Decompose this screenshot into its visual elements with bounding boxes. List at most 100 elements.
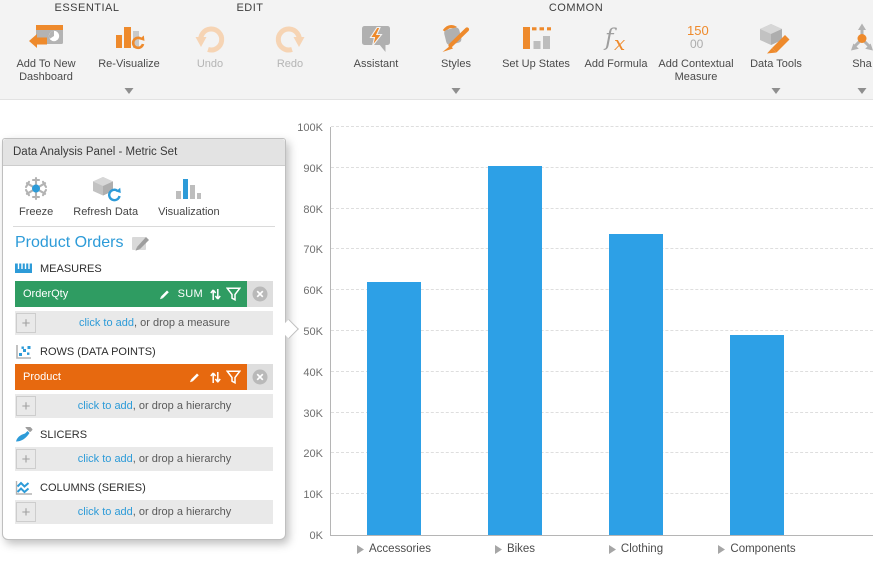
click-to-add-link[interactable]: click to add <box>77 400 133 412</box>
expand-triangle-icon[interactable] <box>494 544 502 554</box>
columns-add-row[interactable]: + click to add, or drop a hierarchy <box>15 500 273 524</box>
section-label: COLUMNS (SERIES) <box>40 481 146 494</box>
add-plus-icon[interactable]: + <box>16 396 36 416</box>
measures-add-row[interactable]: + click to add, or drop a measure <box>15 311 273 335</box>
chart-bar-accessories[interactable] <box>367 282 421 535</box>
close-icon <box>252 369 268 385</box>
slicers-icon <box>15 424 33 443</box>
chart-gridline <box>331 207 873 209</box>
ribbon-button-label: Undo <box>196 58 224 70</box>
set-up-states-button[interactable]: Set Up States <box>496 15 576 99</box>
ribbon-button-label: Data Tools <box>750 58 802 70</box>
chart-gridline <box>331 330 873 331</box>
sort-icon[interactable] <box>208 371 221 384</box>
filter-funnel-icon[interactable] <box>226 370 243 384</box>
refresh-data-button[interactable]: Refresh Data <box>73 174 138 218</box>
expand-triangle-icon[interactable] <box>357 544 364 554</box>
add-contextual-measure-button[interactable]: 150 00 Add Contextual Measure <box>656 15 736 99</box>
share-button[interactable]: Sha <box>822 15 873 99</box>
rows-add-row[interactable]: + click to add, or drop a hierarchy <box>15 394 273 418</box>
placeholder-text: click to add, or drop a measure <box>36 317 273 329</box>
visualization-icon <box>174 174 204 202</box>
aggregator-label[interactable]: SUM <box>177 288 203 300</box>
svg-text:150: 150 <box>687 23 709 38</box>
rows-item-row: Product <box>15 364 273 390</box>
section-label: MEASURES <box>40 262 102 275</box>
chart-gridline <box>331 370 873 372</box>
click-to-add-link[interactable]: click to add <box>78 317 135 329</box>
styles-button[interactable]: Styles <box>416 15 496 99</box>
expand-triangle-icon[interactable] <box>608 544 616 554</box>
placeholder-rest: , or drop a hierarchy <box>132 453 232 465</box>
item-name: OrderQty <box>23 288 69 300</box>
ribbon-group-essential: ESSENTIAL Add To New Dashboard Re-Visualiz… <box>4 0 170 99</box>
ribbon-button-label: Add To New Dashboard <box>16 58 76 83</box>
chevron-down-icon <box>771 88 781 94</box>
add-plus-icon[interactable]: + <box>16 313 36 333</box>
add-plus-icon[interactable]: + <box>16 449 36 469</box>
edit-pencil-icon[interactable] <box>156 288 173 301</box>
y-axis-tick-label: 0K <box>309 530 323 542</box>
assistant-button[interactable]: Assistant <box>336 15 416 99</box>
expand-triangle-icon[interactable] <box>718 544 726 554</box>
add-formula-button[interactable]: f x Add Formula <box>576 15 656 99</box>
re-visualize-button[interactable]: Re-Visualize <box>88 15 170 99</box>
freeze-button[interactable]: Freeze <box>19 174 53 218</box>
ribbon-button-label: Sha <box>852 58 872 70</box>
slicers-add-row[interactable]: + click to add, or drop a hierarchy <box>15 447 273 471</box>
rows-icon <box>15 344 33 360</box>
visualization-button[interactable]: Visualization <box>158 174 220 218</box>
chart-bar-components[interactable] <box>730 335 784 535</box>
redo-icon <box>273 20 307 56</box>
chevron-down-icon <box>857 88 867 94</box>
remove-item-button[interactable] <box>247 364 273 390</box>
x-axis-label-components[interactable]: Components <box>692 543 822 555</box>
rows-item-product[interactable]: Product <box>15 364 247 390</box>
columns-icon <box>15 480 33 496</box>
ribbon-button-label: Add Formula <box>584 58 648 70</box>
filter-funnel-icon[interactable] <box>226 287 243 301</box>
y-axis-tick-label: 60K <box>303 285 323 298</box>
ribbon-toolbar: ESSENTIAL Add To New Dashboard Re-Visualiz… <box>0 0 873 100</box>
undo-button[interactable]: Undo <box>170 15 250 99</box>
add-plus-icon[interactable]: + <box>16 502 36 522</box>
click-to-add-link[interactable]: click to add <box>77 506 133 518</box>
ribbon-group-label: COMMON <box>548 2 604 14</box>
remove-item-button[interactable] <box>247 281 273 307</box>
x-axis-label-accessories[interactable]: Accessories <box>329 543 459 555</box>
placeholder-text: click to add, or drop a hierarchy <box>36 400 273 412</box>
y-axis-tick-label: 20K <box>303 448 323 461</box>
ribbon-button-label: Redo <box>276 58 304 70</box>
placeholder-rest: , or drop a hierarchy <box>132 506 232 518</box>
add-to-new-dashboard-button[interactable]: Add To New Dashboard <box>4 15 88 99</box>
add-contextual-measure-icon: 150 00 <box>678 20 714 56</box>
section-rows: ROWS (DATA POINTS) Product + click to add, … <box>3 340 285 418</box>
redo-button[interactable]: Redo <box>250 15 330 99</box>
measures-icon <box>15 262 33 275</box>
section-slicers: SLICERS + click to add, or drop a hierarch… <box>3 423 285 471</box>
placeholder-rest: , or drop a hierarchy <box>132 400 232 412</box>
sort-icon[interactable] <box>208 288 221 301</box>
chart-bar-clothing[interactable] <box>609 234 663 535</box>
ribbon-button-label: Add Contextual Measure <box>658 58 734 83</box>
edit-pencil-icon[interactable] <box>186 371 203 384</box>
ribbon-group-label: ESSENTIAL <box>54 2 120 14</box>
measures-item-orderqty[interactable]: OrderQty SUM <box>15 281 247 307</box>
chevron-down-icon <box>124 88 134 94</box>
x-axis-label-clothing[interactable]: Clothing <box>571 543 701 555</box>
styles-icon <box>438 20 474 56</box>
set-up-states-icon <box>519 20 553 56</box>
chart-bar-bikes[interactable] <box>488 166 542 535</box>
ribbon-button-label: Re-Visualize <box>98 58 160 70</box>
x-axis-label-bikes[interactable]: Bikes <box>450 543 580 555</box>
placeholder-text: click to add, or drop a hierarchy <box>36 506 273 518</box>
add-to-dashboard-icon <box>27 20 65 56</box>
svg-text:x: x <box>614 31 625 54</box>
edit-metric-set-icon[interactable] <box>131 234 151 252</box>
ribbon-group-label: EDIT <box>236 2 264 14</box>
section-measures: MEASURES OrderQty SUM + click to add, or dro… <box>3 257 285 335</box>
data-tools-icon <box>757 20 795 56</box>
data-tools-button[interactable]: Data Tools <box>736 15 816 99</box>
click-to-add-link[interactable]: click to add <box>77 453 133 465</box>
